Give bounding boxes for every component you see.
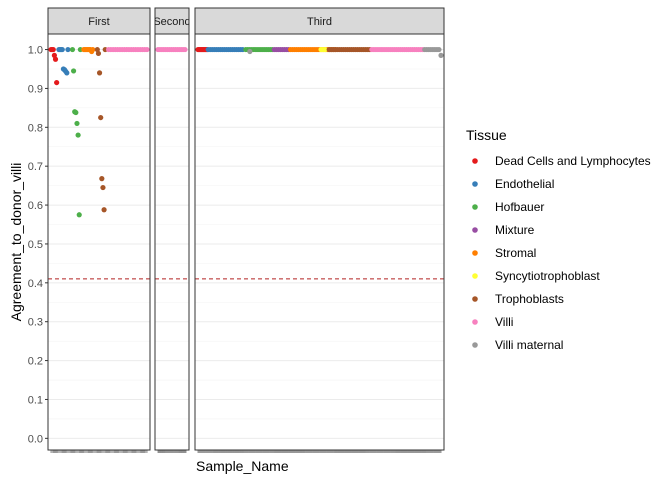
point-hofbauer xyxy=(74,120,80,127)
y-tick-label: 0.4 xyxy=(28,278,43,290)
legend-entry: Mixture xyxy=(472,223,535,237)
y-tick-label: 0.3 xyxy=(28,317,43,329)
point-villi xyxy=(182,46,188,53)
point-hofbauer xyxy=(70,68,77,74)
legend-entry: Stromal xyxy=(472,246,536,260)
legend-key xyxy=(472,204,478,210)
y-tick-label: 0.9 xyxy=(28,83,43,95)
legend-entry: Endothelial xyxy=(472,177,554,191)
legend-key xyxy=(472,181,478,187)
legend-entry: Trophoblasts xyxy=(472,292,564,306)
point-endothelial xyxy=(64,70,70,76)
facet-third: Third xyxy=(194,7,445,453)
strip-background xyxy=(47,7,151,35)
x-ticks xyxy=(157,450,187,453)
y-axis-label: Agreement_to_donor_villi xyxy=(8,163,24,322)
gridlines xyxy=(48,49,150,439)
y-tick-label: 0.1 xyxy=(28,394,43,406)
legend-label: Mixture xyxy=(495,223,535,237)
point-villi-maternal xyxy=(247,48,253,55)
legend-label: Stromal xyxy=(495,246,536,260)
point-endothelial xyxy=(59,46,65,53)
point-trophoblasts xyxy=(99,176,105,182)
x-axis-label: Sample_Name xyxy=(196,458,289,474)
point-dead-cells-and-lymphocytes xyxy=(50,46,56,53)
x-ticks xyxy=(50,450,148,453)
legend-entry: Syncytiotrophoblast xyxy=(472,269,600,283)
strip-background xyxy=(194,7,445,35)
panel-background xyxy=(195,34,444,450)
panel-background xyxy=(155,34,189,450)
legend-entry: Hofbauer xyxy=(472,200,544,214)
points xyxy=(155,46,188,53)
legend-label: Villi xyxy=(495,315,513,329)
facet-second: Second xyxy=(153,7,190,453)
y-axis: 0.0 0.1 0.2 0.3 0.4 0.5 0.6 0.7 0.8 0.9 1.0 xyxy=(28,45,48,445)
strip-label: Second xyxy=(153,16,190,28)
point-endothelial xyxy=(65,46,71,53)
point-trophoblasts xyxy=(98,114,104,121)
legend-key xyxy=(472,227,478,233)
legend: Tissue Dead Cells and Lymphocytes Endothel… xyxy=(466,127,651,352)
legend-entry: Villi maternal xyxy=(472,338,563,352)
gridlines xyxy=(195,49,444,439)
y-tick-label: 0.7 xyxy=(28,161,43,173)
point-villi-maternal xyxy=(438,52,444,58)
x-ticks xyxy=(197,450,442,453)
points xyxy=(195,46,444,58)
point-villi-maternal xyxy=(436,46,442,53)
point-hofbauer xyxy=(76,212,82,218)
point-trophoblasts xyxy=(101,207,107,213)
facet-panels: First Second Third xyxy=(47,7,445,453)
gridlines xyxy=(155,49,189,439)
legend-key xyxy=(472,342,478,348)
legend-label: Trophoblasts xyxy=(495,292,564,306)
y-tick-label: 1.0 xyxy=(28,45,43,57)
y-tick-label: 0.6 xyxy=(28,200,43,212)
point-villi xyxy=(144,46,150,53)
panel-background xyxy=(48,34,150,450)
facet-first: First xyxy=(47,7,151,453)
legend-label: Hofbauer xyxy=(495,200,544,214)
point-syncytiotrophoblast xyxy=(322,46,328,53)
point-hofbauer xyxy=(73,109,79,116)
legend-entry: Villi xyxy=(472,315,513,329)
legend-key xyxy=(472,273,478,279)
legend-label: Dead Cells and Lymphocytes xyxy=(495,154,651,168)
y-tick-label: 0.0 xyxy=(28,433,43,445)
point-trophoblasts xyxy=(95,50,102,57)
legend-label: Villi maternal xyxy=(495,338,563,352)
point-hofbauer xyxy=(69,46,76,53)
y-tick-label: 0.8 xyxy=(28,122,43,134)
strip-label: First xyxy=(88,16,109,28)
legend-title: Tissue xyxy=(466,127,507,143)
y-tick-label: 0.5 xyxy=(28,239,43,251)
legend-label: Syncytiotrophoblast xyxy=(495,269,600,283)
legend-key xyxy=(472,250,478,256)
point-trophoblasts xyxy=(100,184,106,191)
y-tick-label: 0.2 xyxy=(28,356,43,368)
legend-key xyxy=(472,296,478,302)
point-dead-cells-and-lymphocytes xyxy=(54,79,60,86)
point-hofbauer xyxy=(75,132,81,138)
strip-background xyxy=(154,7,190,35)
point-stromal xyxy=(90,46,96,53)
point-dead-cells-and-lymphocytes xyxy=(52,56,59,62)
strip-label: Third xyxy=(307,16,332,28)
legend-key xyxy=(472,319,478,325)
point-trophoblasts xyxy=(96,70,103,76)
legend-label: Endothelial xyxy=(495,177,554,191)
points xyxy=(48,46,150,218)
legend-entry: Dead Cells and Lymphocytes xyxy=(472,154,651,168)
legend-key xyxy=(472,158,478,164)
